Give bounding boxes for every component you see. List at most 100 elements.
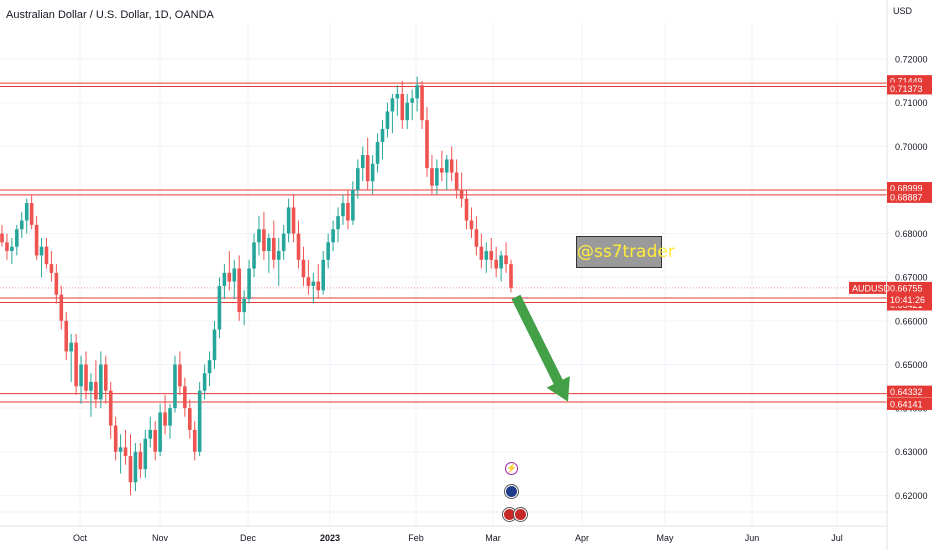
y-tick-label: 0.62000 bbox=[895, 491, 928, 501]
x-tick-label: Dec bbox=[240, 533, 257, 543]
candle-body bbox=[449, 159, 454, 173]
x-tick-label: 2023 bbox=[320, 533, 340, 543]
candle-body bbox=[54, 272, 59, 295]
down-arrow bbox=[511, 294, 570, 402]
level-label: 0.71449 bbox=[890, 77, 923, 87]
candle-body bbox=[271, 237, 276, 260]
candle-body bbox=[24, 203, 29, 221]
candle-body bbox=[197, 390, 202, 452]
candle-body bbox=[430, 168, 434, 186]
candle-body bbox=[474, 229, 479, 247]
level-label: 0.71373 bbox=[890, 84, 923, 94]
level-label: 0.64141 bbox=[890, 399, 923, 409]
candlestick-series bbox=[0, 76, 513, 496]
candle-body bbox=[321, 259, 326, 291]
y-tick-label: 0.63000 bbox=[895, 447, 928, 457]
candle-body bbox=[99, 364, 103, 400]
candle-body bbox=[15, 229, 19, 247]
candle-body bbox=[153, 429, 157, 452]
candle-body bbox=[59, 294, 64, 321]
candle-body bbox=[262, 229, 266, 252]
candle-body bbox=[217, 285, 222, 330]
candle-body bbox=[123, 447, 128, 457]
candle-body bbox=[227, 272, 232, 282]
event-flag-au-icon[interactable] bbox=[505, 485, 518, 498]
candle-body bbox=[168, 408, 172, 426]
candle-body bbox=[291, 207, 296, 234]
x-tick-label: Nov bbox=[152, 533, 169, 543]
candle-body bbox=[5, 242, 9, 252]
candle-body bbox=[356, 168, 360, 190]
level-label-bg bbox=[887, 82, 932, 95]
candle-body bbox=[212, 329, 217, 361]
level-label-bg bbox=[887, 397, 932, 410]
candle-body bbox=[425, 120, 429, 169]
candle-body bbox=[128, 456, 133, 483]
level-label-bg bbox=[887, 385, 932, 398]
candle-body bbox=[118, 447, 123, 452]
level-label: 0.64332 bbox=[890, 387, 923, 397]
level-label: 0.68999 bbox=[890, 184, 923, 194]
candle-body bbox=[370, 163, 375, 182]
last-price-value: 0.66755 bbox=[890, 283, 923, 293]
candle-body bbox=[331, 229, 335, 243]
last-price-bg bbox=[887, 281, 932, 306]
candle-body bbox=[10, 246, 14, 252]
candle-body bbox=[504, 255, 508, 265]
candle-body bbox=[207, 360, 212, 374]
candle-body bbox=[444, 159, 449, 173]
candle-body bbox=[84, 364, 88, 391]
candle-body bbox=[385, 111, 390, 129]
candle-body bbox=[242, 299, 246, 313]
candle-body bbox=[202, 373, 207, 391]
event-lightning-icon[interactable]: ⚡ bbox=[505, 462, 518, 475]
support-resistance-lines bbox=[0, 82, 887, 403]
y-tick-label: 0.66000 bbox=[895, 316, 928, 326]
candle-body bbox=[281, 233, 286, 252]
candle-body bbox=[415, 85, 419, 99]
x-tick-label: May bbox=[656, 533, 674, 543]
y-tick-label: 0.70000 bbox=[895, 142, 928, 152]
candle-body bbox=[222, 272, 227, 286]
candle-body bbox=[499, 255, 503, 269]
candle-body bbox=[252, 242, 256, 269]
candle-body bbox=[44, 246, 49, 265]
candle-body bbox=[316, 281, 321, 291]
candle-body bbox=[187, 408, 192, 430]
event-flag-us-icon-2[interactable] bbox=[514, 508, 527, 521]
candle-body bbox=[420, 85, 424, 121]
y-tick-label: 0.68000 bbox=[895, 229, 928, 239]
y-tick-label: 0.71000 bbox=[895, 98, 928, 108]
last-price-countdown: 10:41:26 bbox=[890, 295, 925, 305]
candle-body bbox=[29, 203, 34, 225]
time-axis: Oct Nov Dec 2023 Feb Mar Apr May Jun Jul bbox=[0, 525, 887, 543]
candle-body bbox=[489, 251, 494, 260]
candle-body bbox=[64, 320, 69, 352]
candle-body bbox=[454, 172, 459, 190]
candle-body bbox=[341, 203, 345, 217]
chart-title: Australian Dollar / U.S. Dollar, 1D, OAN… bbox=[6, 9, 214, 21]
candle-body bbox=[469, 220, 474, 230]
candle-body bbox=[173, 364, 177, 409]
candle-body bbox=[257, 229, 261, 243]
price-labels: 0.714490.713730.689990.688870.665230.664… bbox=[849, 75, 932, 410]
candle-body bbox=[311, 281, 316, 286]
candle-body bbox=[232, 268, 237, 282]
level-label: 0.68887 bbox=[890, 192, 923, 202]
candle-body bbox=[94, 381, 98, 400]
symbol-tag-bg bbox=[849, 281, 886, 294]
currency-label: USD bbox=[893, 6, 913, 16]
candle-body bbox=[494, 259, 498, 269]
candle-body bbox=[103, 364, 108, 391]
candle-body bbox=[296, 233, 301, 260]
candle-body bbox=[326, 242, 330, 260]
candle-body bbox=[435, 168, 439, 186]
candle-body bbox=[158, 412, 162, 452]
candle-body bbox=[237, 268, 242, 313]
grid-lines bbox=[0, 22, 887, 526]
candle-body bbox=[459, 189, 464, 199]
candle-body bbox=[365, 155, 370, 182]
candle-body bbox=[410, 98, 414, 103]
candle-body bbox=[143, 438, 148, 470]
